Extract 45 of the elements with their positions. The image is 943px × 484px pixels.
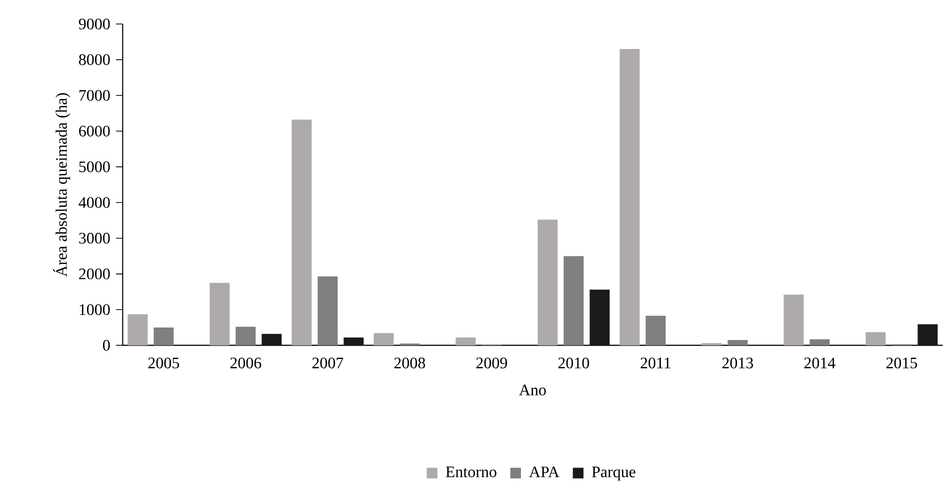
x-tick-label: 2011 [640,358,670,368]
x-tick-label: 2008 [394,358,426,368]
bar [784,294,804,346]
x-tick-label: 2014 [804,358,836,368]
legend-label: APA [529,466,560,478]
y-tick-label: 4000 [78,197,110,208]
y-tick-label: 6000 [79,126,110,136]
y-tick-label: 3000 [79,232,110,244]
x-tick-label: 2006 [230,358,262,368]
bar [262,334,282,346]
bar [564,256,584,346]
x-tick-label: 2005 [148,358,180,368]
y-tick-label: 0 [103,340,110,351]
bar [590,290,610,346]
bar [866,332,886,346]
y-tick-label: 7000 [79,90,110,101]
x-tick-label: 2010 [558,358,590,368]
bar [456,337,476,346]
x-tick-label: 2009 [476,358,508,368]
y-tick-label: 1000 [80,304,110,316]
x-tick-label: 2007 [312,358,344,368]
bar [646,316,666,346]
y-tick-label: 2000 [79,268,110,280]
bar [344,337,364,346]
bar [374,333,394,346]
x-axis-title: Ano [519,384,546,396]
y-axis-title: Área absoluta queimada (ha) [52,93,70,277]
bar [620,48,640,346]
bar [210,282,230,346]
y-tick-label: 9000 [78,18,110,30]
bar [918,324,938,346]
bar [318,276,338,346]
x-tick-label: 2013 [722,358,754,368]
bar [236,326,256,346]
y-tick-label: 5000 [79,161,110,172]
bar [154,327,174,346]
y-tick-label: 8000 [79,54,110,66]
legend-label: Parque [592,466,636,481]
bar [728,340,748,346]
bar [810,339,830,346]
bar [128,314,148,346]
bar [538,220,558,346]
legend-label: Entorno [446,466,496,478]
x-tick-label: 2015 [886,358,918,368]
bar [292,120,312,346]
